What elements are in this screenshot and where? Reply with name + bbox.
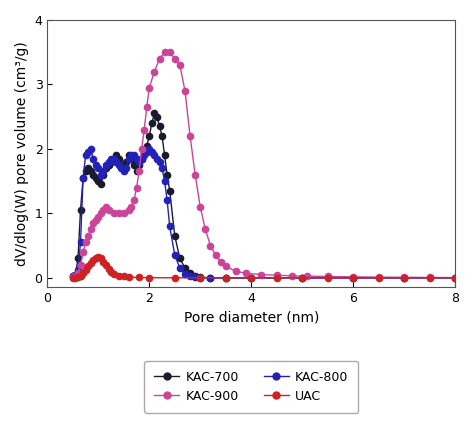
Legend: KAC-700, KAC-900, KAC-800, UAC: KAC-700, KAC-900, KAC-800, UAC xyxy=(144,361,358,413)
X-axis label: Pore diameter (nm): Pore diameter (nm) xyxy=(183,311,319,325)
Y-axis label: dV/dlog(W) pore volume (cm³/g): dV/dlog(W) pore volume (cm³/g) xyxy=(15,42,29,266)
